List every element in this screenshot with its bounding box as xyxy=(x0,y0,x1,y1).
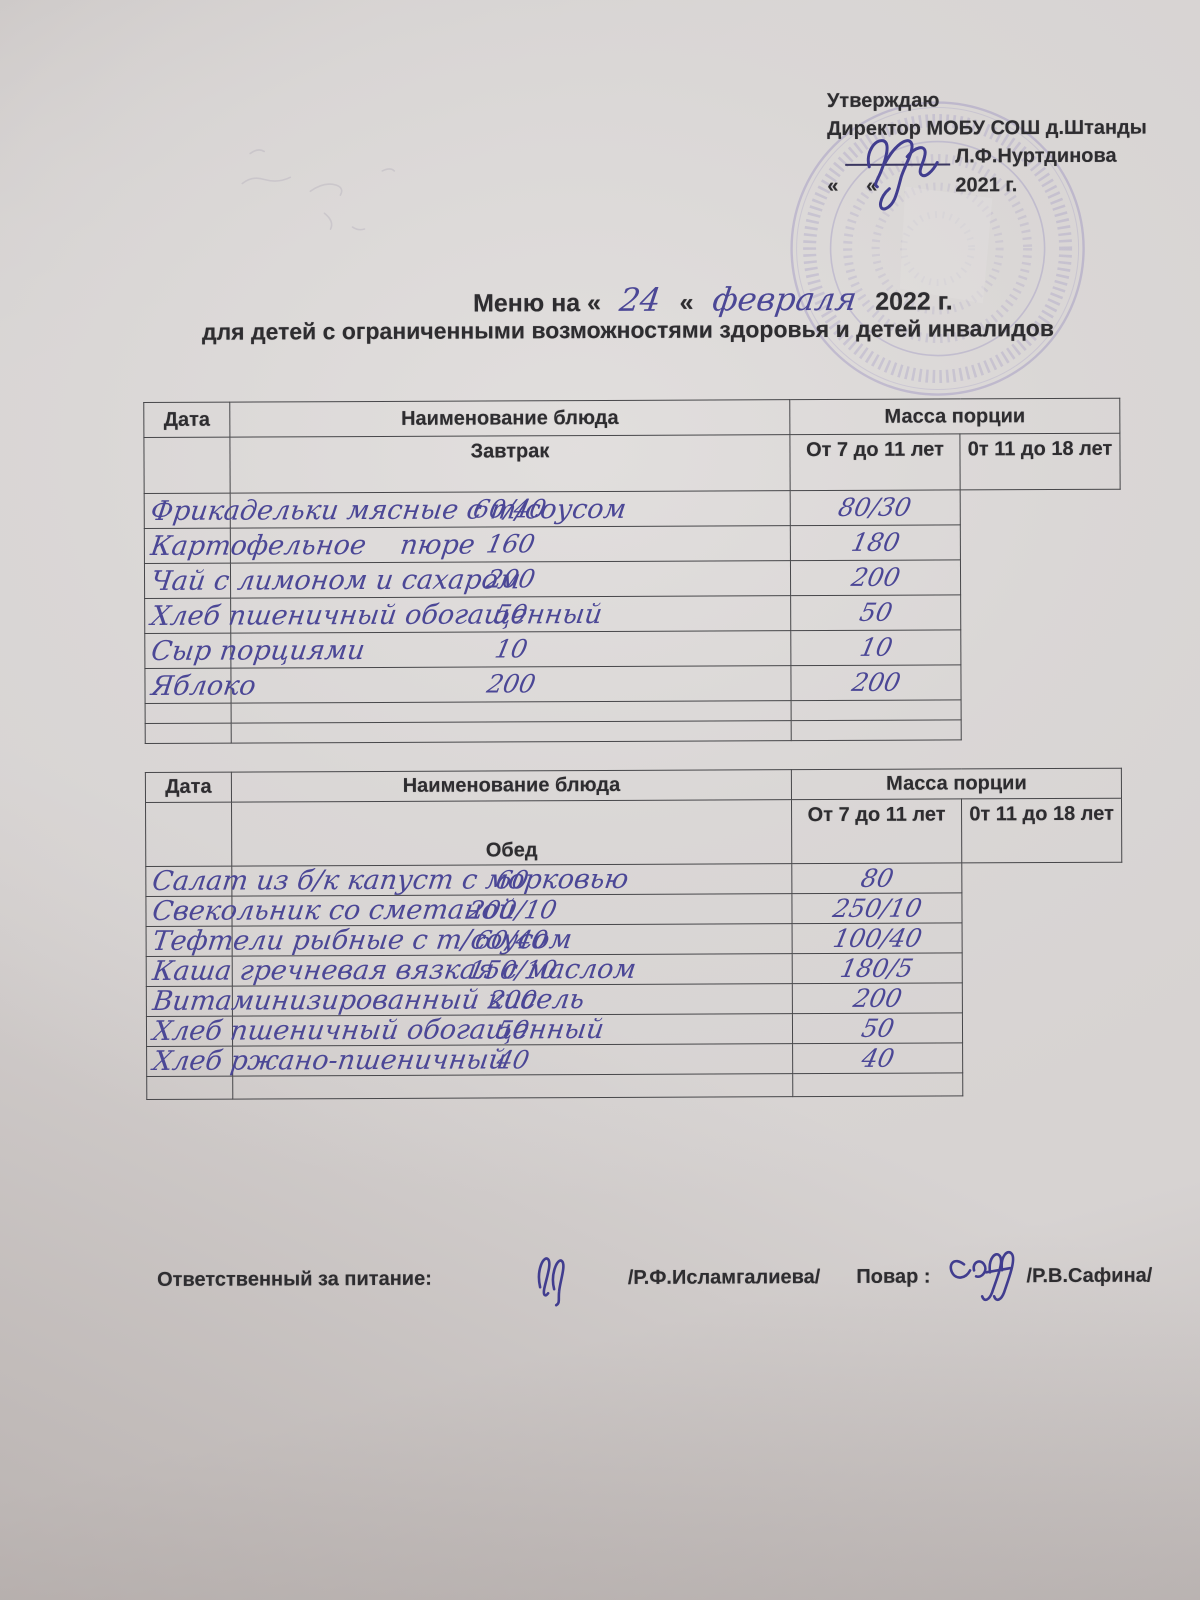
cook-label: Повар : xyxy=(856,1265,931,1288)
dish-name-cell: Витаминизированный кисель xyxy=(146,984,586,1017)
responsible-name: /Р.Ф.Исламгалиева/ xyxy=(627,1265,821,1289)
dish-name-cell: Хлеб ржано-пшеничный xyxy=(146,1044,508,1077)
dish-name-cell: Сыр порциями xyxy=(144,633,367,669)
mass-11-18-cell: 100/40 xyxy=(792,922,963,954)
mass-11-18-cell: 250/10 xyxy=(791,892,963,924)
mass-11-18-cell: 40 xyxy=(792,1042,963,1074)
director-signature-icon xyxy=(866,139,939,211)
menu-row: Каша гречневая вязкая с маслом 150/10 180/… xyxy=(146,952,1122,987)
footer-signatures: Ответственный за питание: /Р.Ф.Исламгали… xyxy=(157,1246,1157,1310)
director-signature-row: Л.Ф.Нуртдинова xyxy=(827,139,1187,211)
dish-name-cell: Хлеб пшеничный обогащенный xyxy=(144,598,604,634)
lunch-table: Дата Наименование блюда Масса порции Обе… xyxy=(145,768,1123,1100)
menu-row: Салат из б/к капуст с морковью 60 80 xyxy=(145,862,1122,897)
menu-row: Витаминизированный кисель 200 200 xyxy=(146,982,1122,1017)
mass-7-11-cell xyxy=(231,700,792,724)
mass-11-18-cell: 180 xyxy=(790,524,961,561)
mass-7-11-cell xyxy=(231,720,792,744)
table-header-row: Дата Наименование блюда Масса порции xyxy=(143,398,1120,438)
dish-name-cell xyxy=(145,703,232,724)
meal-name: Обед xyxy=(231,799,792,867)
menu-row: Хлеб пшеничный обогащенный 50 50 xyxy=(144,594,1121,634)
title-prefix: Меню на « xyxy=(472,288,602,318)
menu-row: Хлеб пшеничный обогащенный 50 50 xyxy=(146,1012,1122,1047)
approval-block: Утверждаю Директор МОБУ СОШ д.Штанды Л.Ф… xyxy=(826,85,1187,211)
header-date: Дата xyxy=(145,772,232,803)
menu-row xyxy=(145,699,1121,724)
mass-11-18-cell: 50 xyxy=(790,594,961,631)
header-age-7-11: От 7 до 11 лет xyxy=(791,798,962,864)
mass-11-18-cell xyxy=(791,699,962,721)
mass-11-18-cell xyxy=(792,1072,963,1097)
menu-row: Тефтели рыбные с т/соусом 60/40 100/40 xyxy=(146,922,1122,957)
header-mass: Масса порции xyxy=(791,768,1122,800)
dish-name-cell: Фрикадельки мясные с т/соусом xyxy=(144,493,628,529)
mass-11-18-cell: 200 xyxy=(790,559,961,596)
pencil-smudge xyxy=(241,149,396,231)
table-header-row: Дата Наименование блюда Масса порции xyxy=(145,768,1122,803)
mass-7-11-cell xyxy=(232,1073,793,1100)
title-handwritten-month: февраля xyxy=(709,279,859,319)
table-subheader-row: Обед От 7 до 11 лет 0т 11 до 18 лет xyxy=(145,798,1122,867)
cook-signature-icon xyxy=(949,1250,1015,1302)
header-age-11-18: 0т 11 до 18 лет xyxy=(959,433,1121,490)
menu-row: Чай с лимоном и сахаром 200 200 xyxy=(144,559,1120,599)
dish-name-cell xyxy=(145,723,232,744)
mass-11-18-cell: 80/30 xyxy=(790,489,961,526)
header-date: Дата xyxy=(143,402,230,438)
menu-row: Хлеб ржано-пшеничный 40 40 xyxy=(146,1042,1123,1077)
title-infix: « xyxy=(679,288,694,317)
dish-name-cell: Яблоко xyxy=(144,668,258,704)
header-mass: Масса порции xyxy=(789,398,1120,435)
header-dish: Наименование блюда xyxy=(231,769,792,803)
title-handwritten-day: 24 xyxy=(617,280,664,319)
menu-row xyxy=(145,719,1121,744)
date-column-cell xyxy=(143,437,231,494)
round-stamp-icon xyxy=(790,101,1085,396)
breakfast-table: Дата Наименование блюда Масса порции Зав… xyxy=(143,398,1121,744)
dish-name-cell: Хлеб пшеничный обогащенный xyxy=(146,1014,606,1047)
mass-11-18-cell: 10 xyxy=(790,629,961,666)
responsible-signature-icon xyxy=(537,1257,565,1307)
menu-row: Сыр порциями 10 10 xyxy=(144,629,1121,669)
approval-word: Утверждаю xyxy=(826,89,940,113)
dish-name-cell: Салат из б/к капуст с морковью xyxy=(145,864,630,897)
menu-row: Яблоко 200 200 xyxy=(144,664,1121,704)
menu-row: Свекольник со сметаной 200/10 250/10 xyxy=(145,892,1122,927)
mass-11-18-cell: 200 xyxy=(790,664,962,701)
dish-name-cell: Свекольник со сметаной xyxy=(145,894,518,927)
dish-name-cell xyxy=(146,1076,233,1100)
header-dish: Наименование блюда xyxy=(229,399,790,438)
dish-name-cell: Каша гречневая вязкая с маслом xyxy=(146,954,638,987)
title-suffix: 2022 г. xyxy=(875,287,953,316)
mass-7-11-cell: 200 xyxy=(230,665,792,704)
menu-row: Картофельное пюре 160 180 xyxy=(144,524,1120,564)
dish-name-cell: Чай с лимоном и сахаром xyxy=(144,563,522,599)
mass-11-18-cell: 180/5 xyxy=(792,952,963,984)
mass-11-18-cell: 200 xyxy=(792,982,963,1014)
menu-subtitle: для детей с ограниченными возможностями … xyxy=(201,315,1055,345)
dish-name-cell: Картофельное пюре xyxy=(144,528,477,564)
meal-name: Завтрак xyxy=(229,434,791,494)
mass-11-18-cell: 50 xyxy=(792,1012,963,1044)
table-subheader-row: Завтрак От 7 до 11 лет 0т 11 до 18 лет xyxy=(143,433,1121,494)
dish-name-cell: Тефтели рыбные с т/соусом xyxy=(146,924,574,957)
menu-row: Фрикадельки мясные с т/соусом 60/40 80/30 xyxy=(144,489,1120,529)
director-name: Л.Ф.Нуртдинова xyxy=(955,144,1117,168)
date-column-cell xyxy=(145,802,232,867)
header-age-11-18: 0т 11 до 18 лет xyxy=(961,798,1122,863)
responsible-label: Ответственный за питание: xyxy=(157,1267,432,1291)
cook-name: /Р.В.Сафина/ xyxy=(1026,1264,1153,1287)
mass-11-18-cell: 80 xyxy=(791,862,962,894)
mass-11-18-cell xyxy=(791,719,962,741)
header-age-7-11: От 7 до 11 лет xyxy=(789,433,961,491)
